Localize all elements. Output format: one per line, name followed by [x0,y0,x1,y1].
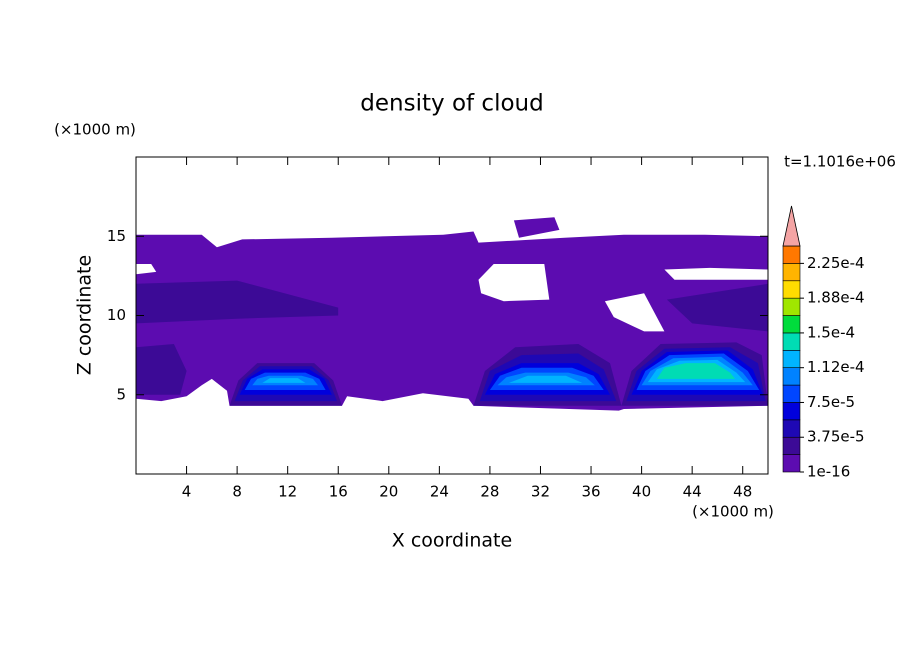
colorbar-box [782,350,801,368]
colorbar-tick-label: 2.25e-4 [807,254,865,272]
y-tick-label: 15 [107,227,126,245]
x-tick-label: 20 [379,483,398,501]
colorbar-box [782,367,801,386]
colorbar-box [782,315,801,334]
colorbar-tick-label: 1.12e-4 [807,358,865,376]
y-axis-label: Z coordinate [74,255,96,375]
contour-region [136,344,187,395]
x-unit: (×1000 m) [692,503,774,521]
contour-region [508,375,583,383]
x-tick-label: 44 [683,483,702,501]
colorbar-tick-label: 7.5e-5 [807,393,855,411]
y-tick-label: 5 [116,385,126,403]
contour-region [666,283,768,332]
x-axis-label: X coordinate [392,530,512,552]
contour-region [136,280,339,324]
x-tick-label: 28 [480,483,499,501]
colorbar-tick-label: 1.5e-4 [807,323,855,341]
x-tick-label: 4 [182,483,192,501]
colorbar-box [782,419,801,438]
x-tick-label: 32 [531,483,550,501]
colorbar-box [782,454,801,473]
colorbar-tick-label: 3.75e-5 [807,428,865,446]
colorbar-box [782,384,801,403]
x-tick-label: 24 [430,483,449,501]
colorbar-box [782,332,801,351]
x-tick-label: 12 [278,483,297,501]
contour-region [656,363,736,379]
x-tick-label: 48 [733,483,752,501]
x-tick-label: 16 [329,483,348,501]
colorbar-box [782,263,801,282]
x-tick-label: 36 [581,483,600,501]
colorbar-box [782,402,801,421]
chart-title: density of cloud [360,91,543,117]
colorbar-tick-label: 1.88e-4 [807,289,865,307]
contour-region [136,217,768,411]
y-unit: (×1000 m) [54,121,136,139]
x-tick-label: 40 [632,483,651,501]
colorbar-tick-label: 1e-16 [807,463,850,481]
colorbar-box [782,245,801,264]
x-tick-label: 8 [232,483,242,501]
colorbar-extend [782,205,801,247]
time-label: t=1.1016e+06 [784,153,896,171]
colorbar-box [782,436,801,455]
contour-field [136,217,768,411]
contour-region [262,378,306,383]
y-tick-label: 10 [107,306,126,324]
colorbar-box [782,280,801,299]
colorbar-box [782,297,801,316]
